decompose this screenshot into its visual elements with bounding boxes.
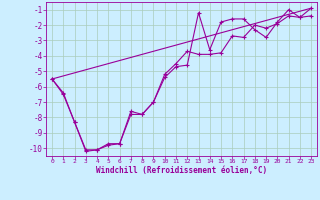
X-axis label: Windchill (Refroidissement éolien,°C): Windchill (Refroidissement éolien,°C)	[96, 166, 267, 175]
